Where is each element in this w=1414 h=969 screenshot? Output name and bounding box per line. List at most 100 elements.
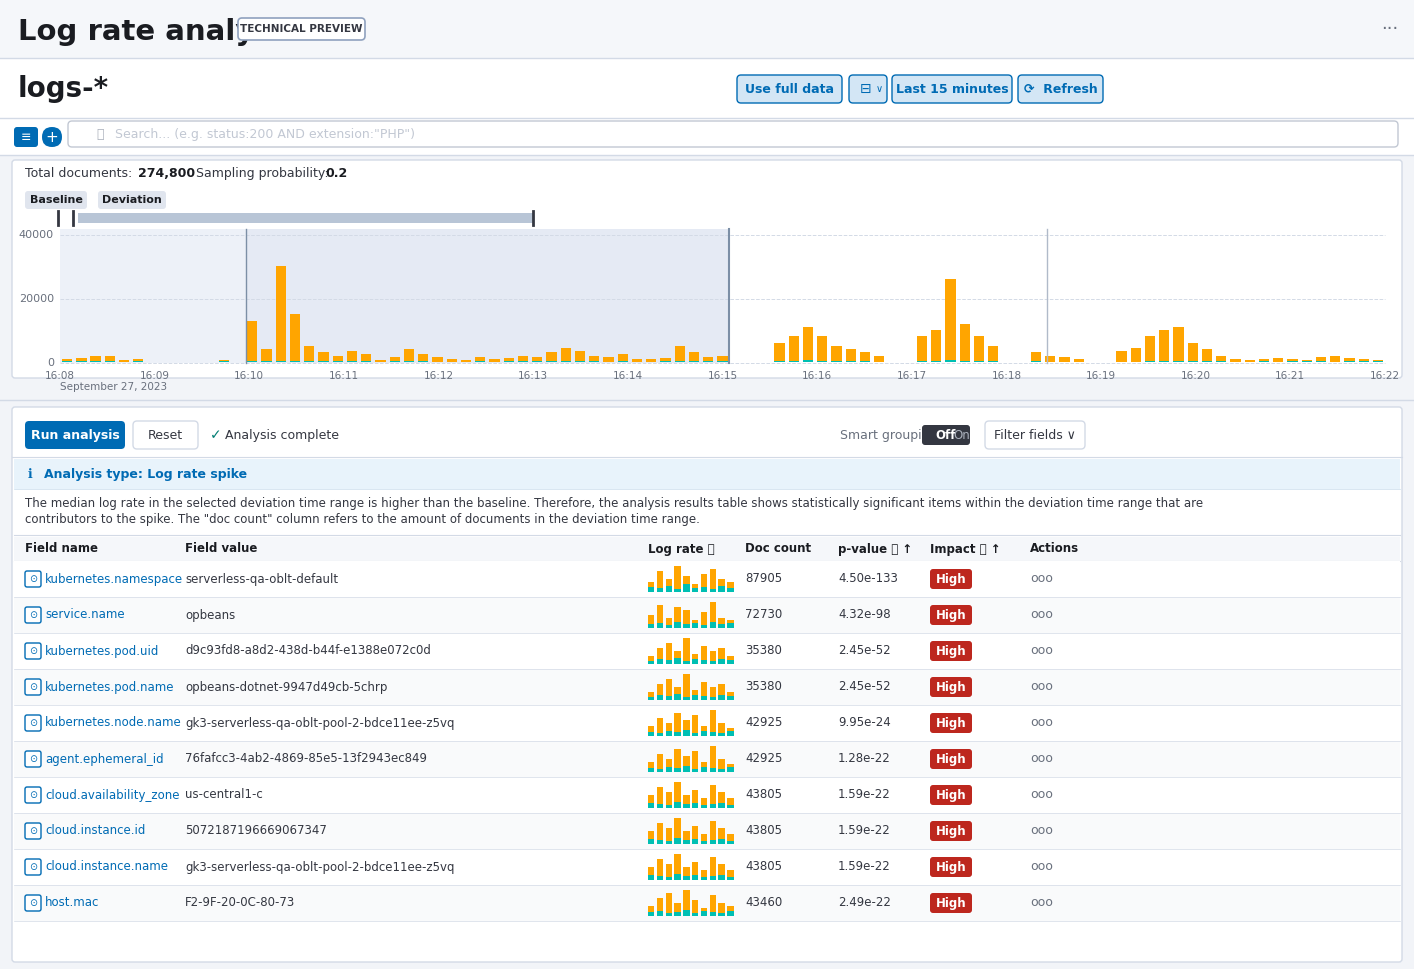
Text: ooo: ooo <box>1029 680 1053 694</box>
Bar <box>691 695 699 700</box>
Text: 35380: 35380 <box>745 644 782 658</box>
Bar <box>666 625 672 628</box>
Bar <box>718 828 725 844</box>
FancyBboxPatch shape <box>930 677 971 697</box>
Text: gk3-serverless-qa-oblt-pool-2-bdce11ee-z5vq: gk3-serverless-qa-oblt-pool-2-bdce11ee-z… <box>185 716 454 730</box>
Bar <box>727 696 734 700</box>
FancyBboxPatch shape <box>11 407 1403 962</box>
Bar <box>683 674 690 700</box>
Bar <box>689 353 699 362</box>
Bar <box>62 359 72 362</box>
Bar <box>710 651 715 664</box>
Bar <box>656 623 663 628</box>
FancyBboxPatch shape <box>930 893 971 913</box>
Bar <box>646 359 656 362</box>
Bar <box>718 659 725 664</box>
Text: Last 15 minutes: Last 15 minutes <box>895 82 1008 96</box>
Text: High: High <box>936 573 966 585</box>
Bar <box>710 785 715 808</box>
Bar <box>648 733 655 736</box>
Bar <box>683 624 690 628</box>
FancyBboxPatch shape <box>25 191 88 209</box>
Bar <box>701 726 707 736</box>
Text: Analysis type: Log rate spike: Analysis type: Log rate spike <box>44 467 247 481</box>
Text: F2-9F-20-0C-80-73: F2-9F-20-0C-80-73 <box>185 896 296 910</box>
Bar <box>648 698 655 700</box>
Text: 16:20: 16:20 <box>1181 371 1210 381</box>
Bar <box>660 359 670 362</box>
FancyBboxPatch shape <box>133 421 198 449</box>
FancyBboxPatch shape <box>68 121 1398 147</box>
Text: High: High <box>936 753 966 766</box>
Bar <box>656 659 663 664</box>
Bar <box>1345 359 1355 362</box>
Text: Sampling probability:: Sampling probability: <box>197 167 332 179</box>
Bar <box>683 757 690 772</box>
Bar <box>718 875 725 880</box>
Bar <box>276 266 286 362</box>
Text: 43805: 43805 <box>745 860 782 873</box>
Bar <box>710 602 715 628</box>
Bar <box>691 875 699 880</box>
Bar <box>1045 356 1055 362</box>
Bar <box>930 360 942 362</box>
Bar <box>960 324 970 362</box>
Text: ⊙: ⊙ <box>28 682 37 692</box>
Bar <box>691 769 699 772</box>
Bar <box>683 698 690 700</box>
Text: High: High <box>936 825 966 837</box>
Text: High: High <box>936 609 966 621</box>
Text: 2.49e-22: 2.49e-22 <box>839 896 891 910</box>
Bar <box>683 831 690 844</box>
FancyBboxPatch shape <box>848 75 887 103</box>
Text: gk3-serverless-qa-oblt-pool-2-bdce11ee-z5vq: gk3-serverless-qa-oblt-pool-2-bdce11ee-z… <box>185 860 454 873</box>
Bar <box>974 360 984 362</box>
Bar <box>90 357 100 362</box>
Bar <box>1273 359 1284 362</box>
Text: 40000: 40000 <box>18 231 54 240</box>
Bar <box>710 821 715 844</box>
Bar <box>718 864 725 880</box>
Text: 🔍: 🔍 <box>96 128 103 141</box>
Text: Use full data: Use full data <box>745 82 834 96</box>
Bar <box>1188 343 1198 362</box>
Bar <box>727 766 734 772</box>
Bar <box>560 348 571 362</box>
Bar <box>683 720 690 736</box>
Bar <box>860 353 870 362</box>
Text: +: + <box>45 130 58 144</box>
Bar <box>727 692 734 700</box>
Bar <box>701 797 707 808</box>
Bar <box>691 588 699 592</box>
Bar <box>461 360 471 362</box>
FancyBboxPatch shape <box>930 785 971 805</box>
Text: 20000: 20000 <box>18 295 54 304</box>
Bar <box>674 346 684 362</box>
Bar <box>710 698 715 700</box>
Bar <box>666 617 672 628</box>
Bar <box>710 840 715 844</box>
Text: 2.45e-52: 2.45e-52 <box>839 644 891 658</box>
Bar <box>691 914 699 916</box>
Bar <box>674 837 680 844</box>
Bar <box>674 687 680 700</box>
Bar <box>656 787 663 808</box>
Bar <box>656 898 663 916</box>
Text: ⊙: ⊙ <box>28 574 37 584</box>
Bar <box>803 327 813 362</box>
Bar <box>666 643 672 664</box>
Text: kubernetes.pod.name: kubernetes.pod.name <box>45 680 174 694</box>
Bar <box>691 751 699 772</box>
Text: opbeans: opbeans <box>185 609 235 621</box>
Bar <box>710 621 715 628</box>
Bar <box>674 801 680 808</box>
Bar <box>683 584 690 592</box>
Text: 43805: 43805 <box>745 789 782 801</box>
Text: ℹ: ℹ <box>28 467 33 481</box>
Text: 43460: 43460 <box>745 896 782 910</box>
Text: 4.32e-98: 4.32e-98 <box>839 609 891 621</box>
Bar <box>14 669 1400 705</box>
FancyBboxPatch shape <box>930 605 971 625</box>
Bar <box>674 903 680 916</box>
Text: ⊙: ⊙ <box>28 862 37 872</box>
